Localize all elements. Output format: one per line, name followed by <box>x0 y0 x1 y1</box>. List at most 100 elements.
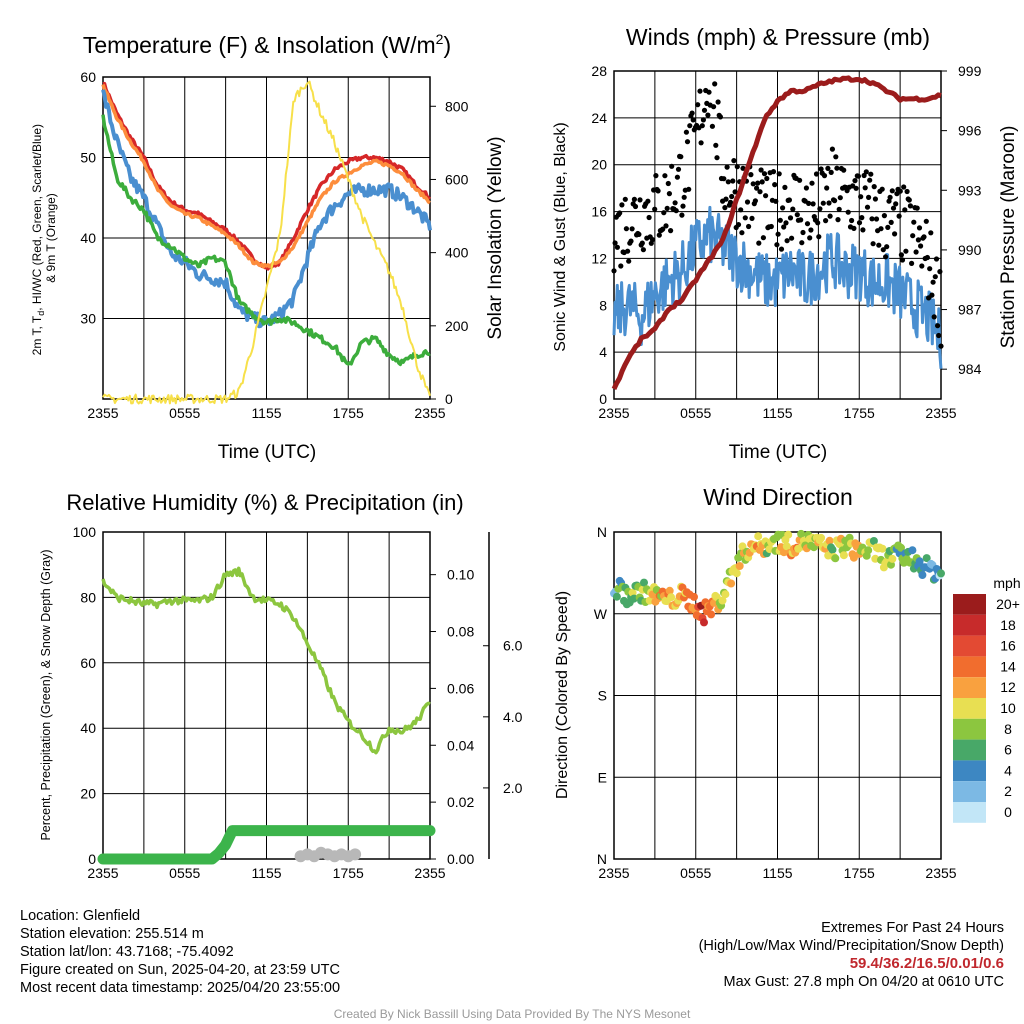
gust-point <box>818 166 824 172</box>
gust-point <box>867 177 873 183</box>
gust-point <box>827 213 833 219</box>
wind-direction-point <box>831 554 840 563</box>
gust-point <box>778 246 785 252</box>
gust-point <box>914 205 920 211</box>
wind-y-tick-label: 4 <box>599 344 607 360</box>
gust-point <box>892 231 898 237</box>
gust-point <box>713 142 719 148</box>
dir-y-tick-label: N <box>597 524 607 540</box>
gust-point <box>709 123 716 129</box>
gust-point <box>816 234 822 240</box>
rh-y-tick-label: 100 <box>73 524 97 540</box>
gust-point <box>876 242 882 248</box>
gust-point <box>813 171 820 177</box>
humidity-panel: Relative Humidity (%) & Precipitation (i… <box>39 490 523 881</box>
gust-point <box>628 238 634 244</box>
gust-point <box>782 184 788 190</box>
gust-point <box>681 194 687 200</box>
gust-point <box>897 188 903 194</box>
series-relative-humidity <box>101 566 431 755</box>
gust-point <box>868 171 874 177</box>
gust-point <box>889 188 895 194</box>
gust-point <box>928 230 934 236</box>
gust-point <box>910 233 916 239</box>
gust-point <box>887 194 893 200</box>
gust-point <box>679 212 685 218</box>
snow-depth-tick-label: 2.0 <box>503 780 523 796</box>
precip-tick-label: 0.06 <box>447 680 474 696</box>
gust-point <box>832 198 838 204</box>
temperature-y2-label: Solar Insolation (Yellow) <box>485 136 506 339</box>
gust-point <box>622 196 628 202</box>
wind-direction-point <box>727 579 736 588</box>
rh-y-tick-label: 60 <box>80 655 96 671</box>
gust-point <box>611 268 617 274</box>
wind-direction-point <box>707 610 716 619</box>
wind-y2-tick-label: 984 <box>958 361 982 377</box>
gust-point <box>731 158 737 164</box>
gust-point <box>858 194 864 200</box>
gust-point <box>655 188 661 194</box>
gust-point <box>837 195 843 201</box>
gust-point <box>646 214 652 221</box>
gust-point <box>821 173 828 179</box>
gust-point <box>748 172 754 178</box>
gust-point <box>808 227 814 233</box>
snow-depth-tick-label: 6.0 <box>503 638 523 654</box>
gust-point <box>755 180 761 186</box>
gust-point <box>930 279 936 285</box>
wind-x-tick-label: 0555 <box>680 405 711 421</box>
gust-point <box>695 102 701 108</box>
winds-panel: Winds (mph) & Pressure (mb) 0 4 8 12 16 20 24 2… <box>552 24 1019 463</box>
gust-point <box>872 196 879 202</box>
gust-point <box>757 189 763 195</box>
gust-point <box>750 181 756 187</box>
gust-point <box>674 174 681 180</box>
figure-created: Figure created on Sun, 2025-04-20, at 23… <box>20 962 340 978</box>
wind-y-tick-label: 24 <box>591 110 607 126</box>
gust-point <box>656 232 662 238</box>
wind-y-tick-label: 12 <box>591 250 607 266</box>
gust-point <box>744 199 751 205</box>
gust-point <box>632 203 639 210</box>
rh-x-tick-label: 1755 <box>333 865 364 881</box>
temp-y-tick-label: 60 <box>80 69 96 85</box>
legend-label: 14 <box>1000 658 1016 674</box>
gust-point <box>927 266 933 272</box>
gust-point <box>722 205 728 211</box>
wind-direction-title: Wind Direction <box>703 484 853 510</box>
wind-y-tick-label: 20 <box>591 157 607 173</box>
gust-point <box>937 269 943 275</box>
wind-direction-point <box>839 551 848 560</box>
wind-direction-point <box>738 542 747 551</box>
legend-swatch <box>953 656 986 678</box>
gust-point <box>899 257 906 263</box>
wind-x-tick-label: 1155 <box>762 405 792 421</box>
gust-point <box>774 242 780 248</box>
gust-point <box>706 89 712 95</box>
gust-point <box>662 173 668 179</box>
gust-point <box>729 193 735 200</box>
extremes-values: 59.4/36.2/16.5/0.01/0.6 <box>849 955 1004 972</box>
wind-y2-tick-label: 987 <box>958 302 982 318</box>
gust-point <box>724 164 730 170</box>
gust-point <box>752 198 759 204</box>
wind-direction-point <box>908 546 917 555</box>
temperature-panel: Temperature (F) & Insolation (W/m2) 30 40… <box>30 31 506 463</box>
legend-label: 4 <box>1004 762 1012 778</box>
gust-point <box>714 155 720 161</box>
gust-point <box>617 210 623 216</box>
gust-point <box>878 226 884 232</box>
gust-point <box>776 171 782 177</box>
gust-point <box>873 216 880 222</box>
temp-x-tick-label: 2355 <box>87 405 118 421</box>
gust-point <box>852 178 858 184</box>
temp-y-tick-label: 30 <box>80 311 96 327</box>
legend-label: 16 <box>1000 638 1016 654</box>
precip-tick-label: 0.00 <box>447 851 474 867</box>
gust-point <box>636 231 642 237</box>
wind-direction-point <box>782 542 791 551</box>
legend-swatch <box>953 739 986 761</box>
